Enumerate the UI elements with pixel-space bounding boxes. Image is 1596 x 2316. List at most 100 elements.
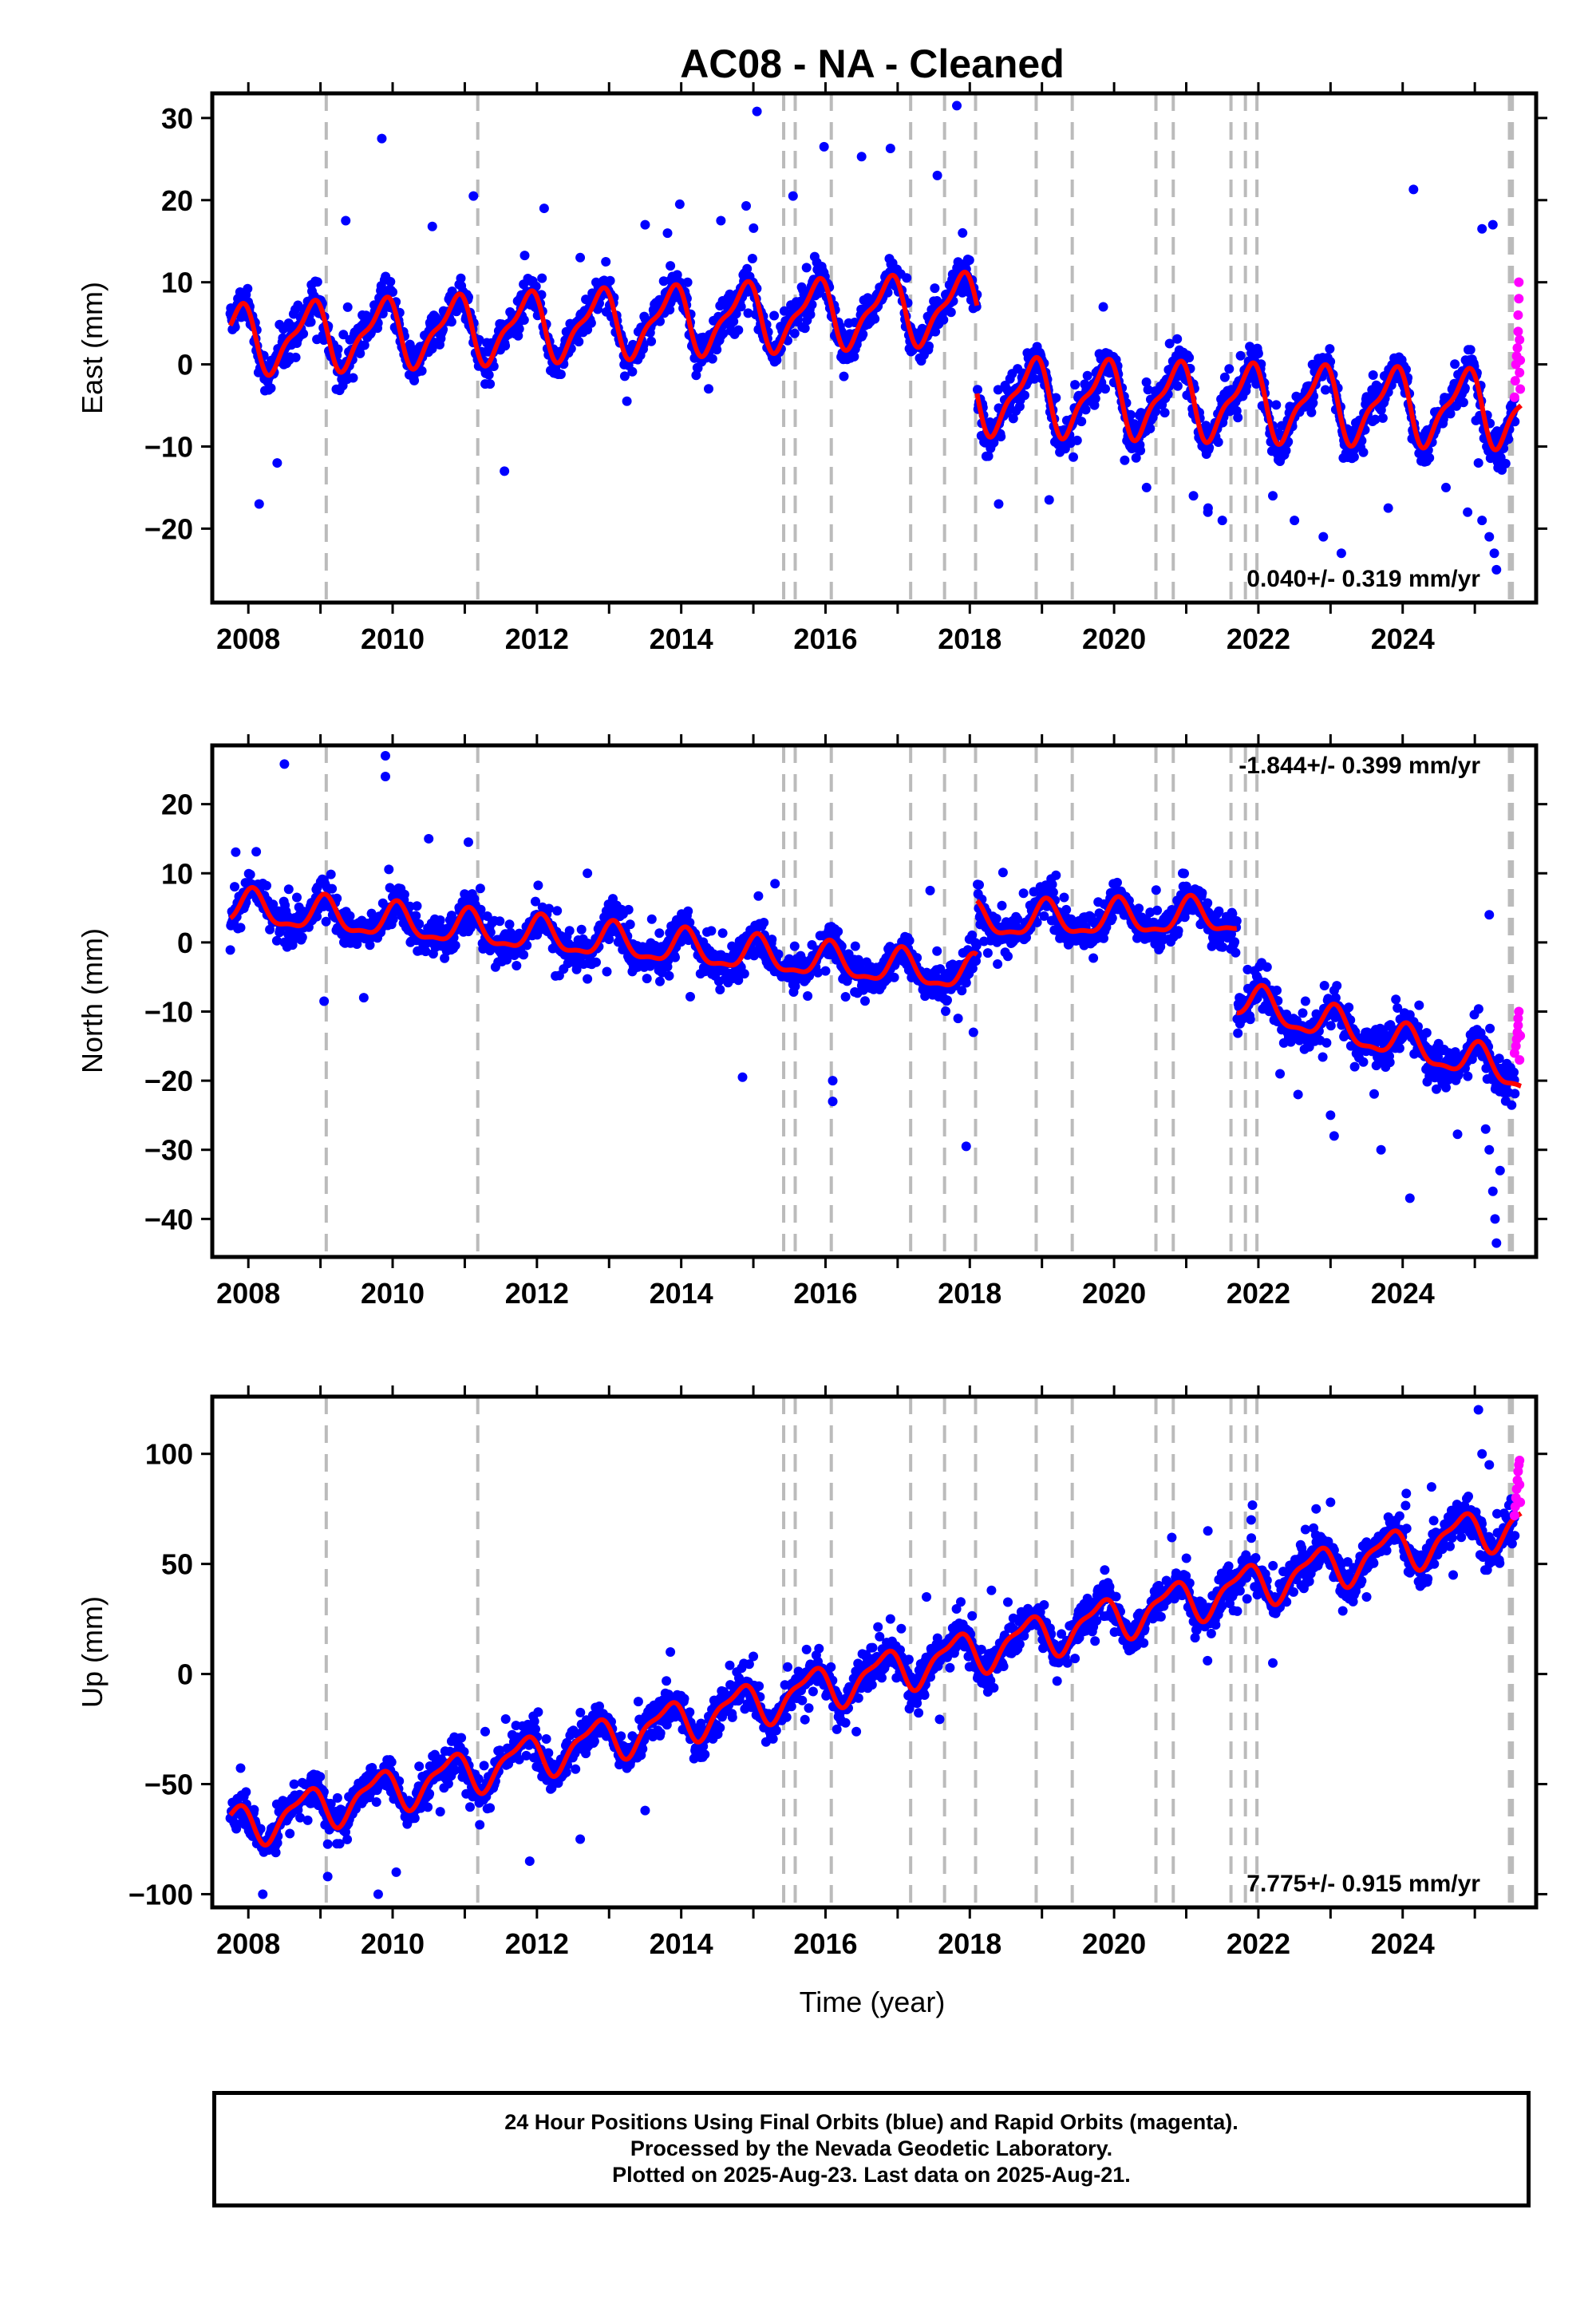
data-point: [399, 889, 409, 899]
data-point: [475, 883, 485, 894]
data-point: [749, 223, 759, 233]
data-point: [1368, 370, 1378, 380]
data-point: [1306, 407, 1317, 417]
data-point: [1051, 393, 1061, 403]
data-point: [345, 911, 355, 921]
data-point: [1485, 1023, 1495, 1034]
data-point: [1460, 383, 1470, 393]
data-point: [1177, 868, 1187, 879]
data-point: [409, 375, 420, 385]
data-point: [769, 310, 780, 321]
data-point: [1440, 1082, 1451, 1093]
data-point: [591, 957, 601, 967]
data-point: [1152, 905, 1163, 915]
data-point: [235, 923, 246, 933]
rapid-point: [1515, 384, 1526, 394]
data-point: [552, 906, 563, 916]
data-point: [759, 918, 769, 927]
data-point: [1404, 1193, 1415, 1203]
data-point: [1141, 482, 1152, 492]
rapid-point: [1510, 376, 1520, 386]
data-point: [1281, 445, 1291, 456]
data-point: [1489, 548, 1499, 559]
data-point: [519, 950, 529, 960]
x-tick-label: 2024: [1371, 622, 1435, 655]
data-point: [1145, 424, 1156, 433]
data-point: [1072, 435, 1082, 445]
data-point: [1300, 996, 1310, 1006]
data-point: [1224, 364, 1235, 374]
data-point: [672, 270, 682, 280]
data-point: [958, 227, 968, 238]
data-point: [932, 946, 942, 956]
data-point: [1172, 334, 1183, 344]
data-point: [1377, 413, 1388, 423]
data-point: [655, 976, 665, 986]
data-point: [1318, 532, 1329, 542]
data-point: [706, 926, 717, 936]
data-point: [640, 219, 650, 230]
rapid-orbit-points: [1509, 277, 1526, 402]
data-point: [1245, 1014, 1255, 1025]
data-point: [704, 384, 713, 394]
data-point: [942, 995, 952, 1006]
data-point: [1203, 898, 1213, 908]
data-point: [1131, 453, 1141, 463]
data-point: [856, 152, 867, 162]
data-point: [1487, 219, 1498, 230]
data-point: [1477, 223, 1487, 234]
data-point: [1151, 406, 1161, 417]
data-point: [691, 370, 701, 381]
data-point: [1290, 516, 1300, 526]
data-point: [870, 314, 880, 324]
data-point: [828, 1097, 838, 1107]
data-point: [983, 451, 994, 461]
data-point: [1376, 1144, 1386, 1155]
data-point: [1394, 1043, 1404, 1053]
data-point: [1235, 350, 1246, 361]
data-point: [468, 191, 479, 201]
data-point: [341, 215, 351, 226]
data-point: [1370, 414, 1381, 425]
data-point: [293, 300, 303, 310]
y-tick-label: −40: [144, 1203, 193, 1235]
data-point: [1319, 981, 1329, 990]
data-point: [1500, 458, 1511, 468]
data-point: [1029, 373, 1040, 384]
data-point: [789, 328, 800, 338]
data-point: [1408, 184, 1419, 195]
data-point: [539, 204, 549, 214]
data-point: [1445, 409, 1456, 419]
data-point: [1450, 359, 1460, 370]
data-point: [271, 935, 282, 946]
data-point: [605, 275, 615, 286]
data-point: [889, 972, 899, 982]
data-point: [1491, 564, 1502, 575]
data-point: [574, 337, 584, 347]
data-point: [1112, 877, 1122, 887]
data-point: [938, 314, 949, 325]
chart-title: AC08 - NA - Cleaned: [680, 41, 1065, 86]
data-point: [435, 915, 445, 925]
data-point: [359, 340, 369, 350]
data-point: [427, 221, 437, 231]
data-point: [1262, 962, 1272, 972]
data-point: [932, 170, 942, 180]
data-point: [670, 952, 680, 962]
y-tick-label: −20: [144, 512, 193, 545]
data-point: [450, 940, 460, 951]
data-point: [1272, 986, 1282, 995]
data-point: [332, 893, 342, 903]
data-point: [1151, 885, 1161, 895]
data-point: [230, 882, 239, 892]
data-point: [1424, 453, 1435, 463]
data-point: [1336, 548, 1346, 559]
data-point: [283, 884, 294, 895]
data-point: [982, 948, 993, 958]
data-point: [770, 879, 780, 889]
data-point: [279, 759, 290, 769]
data-point: [941, 1006, 950, 1016]
data-point: [385, 277, 396, 287]
data-point: [993, 385, 1003, 395]
